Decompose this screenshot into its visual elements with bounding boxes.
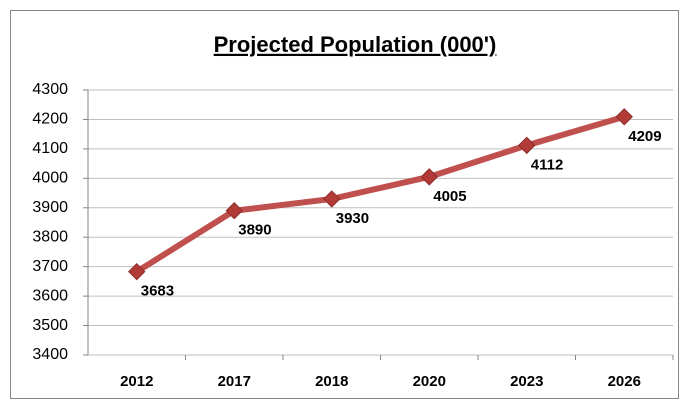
x-tick-label: 2020 <box>413 373 446 390</box>
y-tick-label: 3800 <box>32 228 68 245</box>
y-tick-label: 4000 <box>32 170 68 187</box>
data-label: 3930 <box>336 210 369 227</box>
y-tick-label: 4100 <box>32 140 68 157</box>
y-tick-label: 3700 <box>32 258 68 275</box>
y-tick-label: 3500 <box>32 317 68 334</box>
marker <box>518 136 536 155</box>
data-label: 4209 <box>628 128 661 145</box>
data-label: 4005 <box>433 188 466 205</box>
x-tick-label: 2012 <box>120 373 153 390</box>
y-tick-label: 3900 <box>32 199 68 216</box>
chart-title: Projected Population (000') <box>214 32 497 57</box>
marker <box>615 108 633 126</box>
marker <box>323 190 341 208</box>
chart-border <box>10 10 679 399</box>
marker <box>128 262 146 281</box>
y-tick-label: 4200 <box>32 111 68 128</box>
data-label: 4112 <box>531 156 564 173</box>
data-line <box>133 113 628 275</box>
x-tick-label: 2026 <box>608 373 641 390</box>
y-tick-label: 4300 <box>32 81 68 98</box>
y-tick-label: 3400 <box>32 346 68 363</box>
x-tick-label: 2018 <box>315 373 348 390</box>
data-label: 3890 <box>238 222 271 239</box>
y-tick-label: 3600 <box>32 287 68 304</box>
marker <box>420 168 438 186</box>
x-tick-label: 2017 <box>218 373 251 390</box>
x-tick-label: 2023 <box>510 373 543 390</box>
marker <box>225 202 243 220</box>
data-label: 3683 <box>141 283 174 300</box>
